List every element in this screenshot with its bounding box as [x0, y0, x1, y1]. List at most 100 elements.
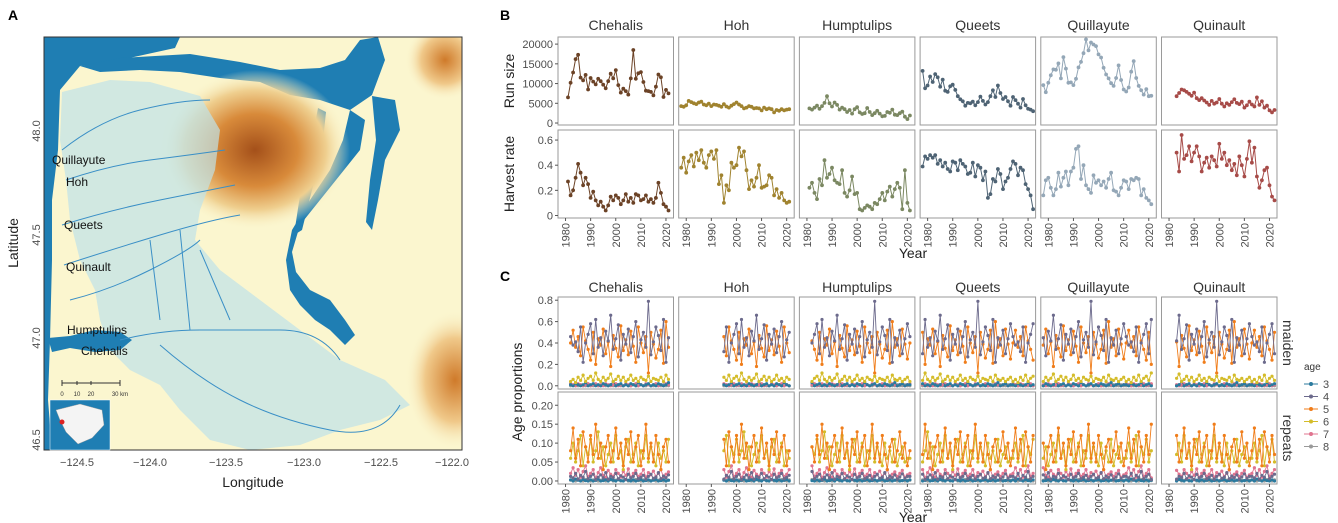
- age-point-4-queets-maiden: [953, 342, 957, 346]
- age-point-3-queets-maiden: [1011, 383, 1015, 387]
- age-point-6-quillayute-maiden: [1051, 372, 1055, 376]
- data-point-quillayute-run-size: [1114, 76, 1118, 80]
- age-point-5-quillayute-maiden: [1107, 320, 1111, 324]
- data-point-quinault-run-size: [1247, 99, 1252, 104]
- age-point-4-queets-repeats: [976, 474, 980, 478]
- age-point-4-chehalis-maiden: [606, 339, 610, 343]
- age-point-4-humptulips-maiden: [812, 332, 817, 336]
- age-point-7-humptulips-repeats: [860, 468, 864, 472]
- data-point-quillayute-harvest-rate: [1114, 189, 1118, 194]
- age-point-3-queets-repeats: [961, 478, 965, 482]
- age-point-4-hoh-maiden: [734, 322, 739, 326]
- age-point-6-quillayute-maiden: [1107, 373, 1111, 377]
- age-line-5-quillayute-maiden: [1042, 321, 1152, 374]
- age-point-7-humptulips-repeats: [830, 475, 834, 479]
- age-point-4-quillayute-maiden: [1061, 358, 1065, 362]
- data-point-humptulips-harvest-rate: [812, 191, 817, 195]
- age-point-3-quinault-maiden: [1175, 384, 1179, 388]
- age-point-6-humptulips-repeats: [880, 464, 884, 468]
- age-point-5-queets-maiden: [1013, 328, 1018, 332]
- age-point-4-hoh-repeats: [782, 477, 786, 481]
- legend-label-5: 5: [1323, 404, 1329, 416]
- x-tick-label: 2010: [1119, 223, 1131, 247]
- age-point-3-quillayute-maiden: [1112, 384, 1116, 388]
- age-point-4-hoh-maiden: [760, 337, 764, 341]
- age-point-4-chehalis-maiden: [666, 336, 671, 340]
- age-point-7-chehalis-repeats: [569, 471, 573, 475]
- data-point-queets-run-size: [1031, 109, 1035, 114]
- age-point-6-chehalis-maiden: [661, 379, 666, 384]
- river-label-humptulips: Humptulips: [67, 323, 127, 337]
- age-point-5-queets-repeats: [1018, 437, 1023, 441]
- age-point-3-humptulips-maiden: [865, 383, 869, 387]
- age-point-5-quillayute-repeats: [1079, 433, 1083, 438]
- age-point-4-quinault-maiden: [1265, 341, 1269, 345]
- age-point-3-queets-repeats: [1008, 479, 1013, 483]
- age-point-3-queets-maiden: [926, 383, 930, 387]
- age-point-6-quillayute-maiden: [1076, 376, 1081, 380]
- data-point-quillayute-run-size: [1111, 84, 1116, 88]
- age-point-6-queets-maiden: [941, 379, 945, 384]
- age-point-4-queets-maiden: [966, 355, 970, 359]
- data-point-quillayute-run-size: [1149, 93, 1154, 98]
- age-point-4-queets-maiden: [978, 353, 983, 357]
- age-point-6-chehalis-maiden: [591, 378, 595, 382]
- age-point-6-humptulips-repeats: [833, 452, 837, 457]
- age-point-4-humptulips-repeats: [853, 472, 857, 476]
- age-point-3-quinault-maiden: [1247, 383, 1251, 387]
- age-point-6-quillayute-repeats: [1134, 433, 1138, 438]
- age-point-3-queets-maiden: [981, 383, 985, 387]
- data-point-quinault-run-size: [1189, 93, 1194, 98]
- age-point-3-hoh-repeats: [785, 477, 789, 482]
- x-tick-label: 2010: [757, 223, 769, 247]
- x-tick-label: 2020: [1264, 489, 1276, 513]
- data-point-quillayute-run-size: [1079, 60, 1083, 64]
- age-point-6-humptulips-repeats: [863, 464, 867, 468]
- age-point-3-chehalis-repeats: [649, 479, 653, 483]
- age-point-4-queets-repeats: [1006, 476, 1010, 480]
- age-point-7-hoh-repeats: [752, 468, 756, 472]
- age-point-5-queets-repeats: [951, 464, 955, 468]
- data-point-queets-harvest-rate: [986, 196, 990, 200]
- age-point-3-humptulips-maiden: [905, 383, 910, 387]
- age-point-6-quinault-repeats: [1195, 437, 1199, 441]
- age-point-6-humptulips-maiden: [868, 377, 872, 381]
- age-point-5-humptulips-maiden: [853, 353, 857, 357]
- age-point-4-queets-repeats: [921, 472, 925, 476]
- age-point-6-queets-repeats: [993, 460, 998, 464]
- data-point-humptulips-run-size: [877, 111, 882, 116]
- x-tick-label: 2020: [902, 489, 914, 513]
- age-point-6-humptulips-maiden: [853, 377, 857, 381]
- age-point-5-humptulips-repeats: [895, 449, 899, 453]
- data-point-hoh-harvest-rate: [704, 165, 709, 170]
- age-point-5-quillayute-repeats: [1127, 426, 1131, 430]
- age-point-4-quinault-repeats: [1220, 476, 1224, 480]
- age-point-5-humptulips-repeats: [880, 433, 884, 438]
- age-point-7-quinault-repeats: [1272, 468, 1277, 472]
- age-point-6-queets-maiden: [933, 378, 937, 382]
- age-point-3-chehalis-repeats: [656, 479, 661, 483]
- age-point-5-humptulips-repeats: [875, 441, 879, 445]
- x-tick-label: 2010: [636, 223, 648, 247]
- age-point-4-quillayute-maiden: [1076, 320, 1081, 324]
- x-tick-label: 2000: [1214, 489, 1226, 513]
- facet-title-queets: Queets: [955, 279, 1000, 295]
- age-point-5-queets-repeats: [946, 456, 950, 460]
- age-point-3-humptulips-repeats: [817, 479, 822, 483]
- age-point-3-quillayute-maiden: [1076, 384, 1081, 388]
- age-point-4-quinault-maiden: [1217, 353, 1221, 357]
- age-point-3-quinault-maiden: [1270, 383, 1274, 387]
- age-point-5-chehalis-maiden: [589, 358, 593, 362]
- data-point-quinault-run-size: [1255, 95, 1259, 100]
- age-point-3-quinault-repeats: [1255, 477, 1259, 481]
- x-tick-label: 1990: [586, 223, 598, 247]
- age-point-6-quillayute-maiden: [1094, 376, 1098, 380]
- data-point-quinault-run-size: [1262, 105, 1267, 110]
- age-point-3-humptulips-maiden: [885, 383, 889, 387]
- age-point-3-chehalis-maiden: [569, 383, 573, 387]
- age-point-6-queets-maiden: [1001, 376, 1005, 380]
- age-point-3-chehalis-maiden: [646, 382, 651, 386]
- age-point-5-queets-maiden: [1024, 325, 1028, 329]
- age-point-5-humptulips-maiden: [888, 361, 892, 365]
- data-point-chehalis-harvest-rate: [581, 183, 585, 188]
